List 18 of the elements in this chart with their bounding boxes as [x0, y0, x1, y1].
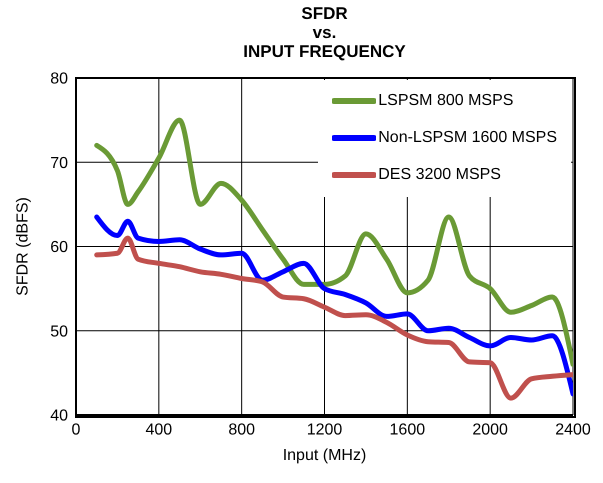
chart-title: SFDR vs. INPUT FREQUENCY	[242, 4, 407, 61]
y-tick-label: 70	[50, 154, 68, 172]
y-tick-label: 50	[50, 323, 68, 340]
x-tick-label: 800	[228, 421, 256, 438]
x-tick-label: 2400	[555, 421, 591, 438]
x-tick-label: 2000	[472, 421, 508, 438]
y-tick-label: 80	[50, 70, 68, 88]
y-tick-label: 40	[50, 408, 68, 425]
x-tick-label: 0	[72, 421, 81, 438]
legend-label: LSPSM 800 MSPS	[378, 92, 514, 110]
x-tick-label: 1200	[306, 421, 342, 438]
legend-label: Non-LSPSM 1600 MSPS	[378, 128, 557, 146]
x-tick-label: 1600	[390, 421, 426, 438]
x-tick-label: 400	[145, 421, 172, 438]
legend-label: DES 3200 MSPS	[378, 166, 501, 184]
y-axis-title: SFDR (dBFS)	[14, 197, 32, 296]
x-axis-title: Input (MHz)	[282, 447, 366, 464]
y-tick-label: 60	[50, 239, 68, 256]
